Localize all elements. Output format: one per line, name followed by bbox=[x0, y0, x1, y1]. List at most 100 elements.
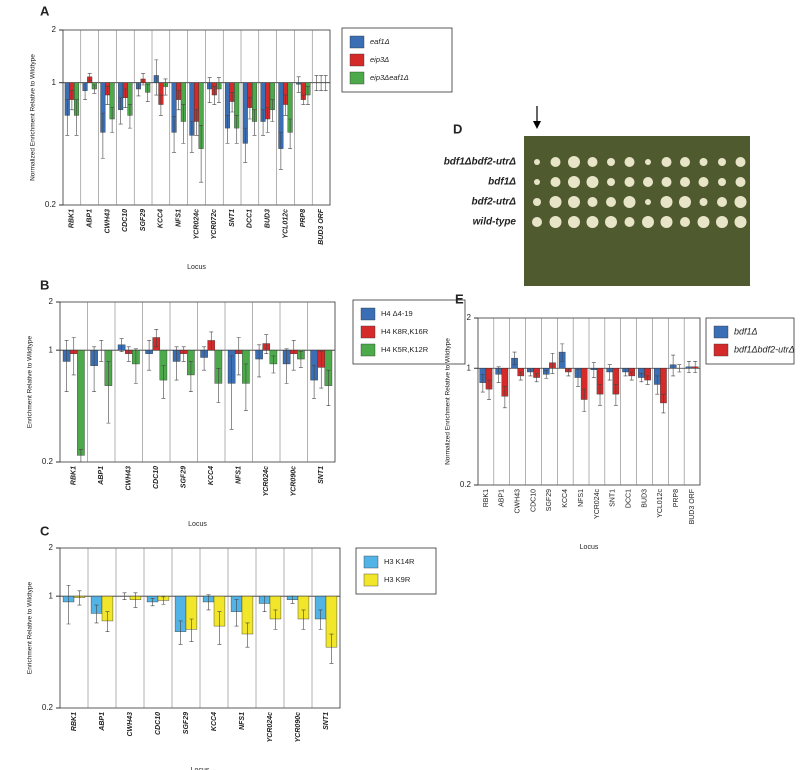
error-bar bbox=[639, 373, 644, 383]
x-tick-label: RBK1 bbox=[71, 712, 78, 731]
x-tick-label: DCC1 bbox=[625, 489, 632, 508]
x-tick-label: SNT1 bbox=[318, 466, 325, 484]
error-bar bbox=[78, 449, 83, 463]
error-bar bbox=[273, 609, 278, 630]
x-tick-label: CWH43 bbox=[514, 489, 521, 514]
error-bar bbox=[83, 82, 88, 100]
y-tick-label: 2 bbox=[49, 543, 54, 552]
error-bar bbox=[296, 76, 301, 93]
error-bar bbox=[110, 107, 115, 133]
x-tick-label: ABP1 bbox=[499, 489, 506, 507]
error-bar bbox=[575, 369, 580, 387]
legend-label: H3 K14R bbox=[384, 557, 415, 566]
error-bar bbox=[480, 374, 485, 393]
legend-label: eaf1Δ bbox=[370, 37, 390, 46]
y-tick-label: 0.2 bbox=[42, 457, 54, 466]
error-bar bbox=[613, 384, 618, 406]
error-bar bbox=[176, 90, 181, 111]
x-tick-label: YCR024c bbox=[594, 489, 601, 519]
colony-spot bbox=[549, 216, 562, 228]
x-tick-label: RBK1 bbox=[483, 489, 490, 507]
error-bar bbox=[262, 595, 267, 612]
error-bar bbox=[92, 346, 97, 393]
error-bar bbox=[154, 329, 159, 348]
x-tick-label: ABP1 bbox=[99, 712, 106, 732]
colony-spot bbox=[568, 156, 580, 168]
legend-box bbox=[705, 317, 795, 365]
error-bar bbox=[326, 369, 331, 406]
colony-spot bbox=[699, 158, 708, 166]
error-bar bbox=[312, 365, 317, 399]
error-bar bbox=[671, 354, 676, 377]
x-tick-label: YCR090c bbox=[295, 712, 302, 742]
error-bar bbox=[329, 633, 334, 664]
panel-label: B bbox=[40, 277, 49, 292]
x-tick-label: YCR024c bbox=[267, 712, 274, 742]
colony-spot bbox=[587, 157, 598, 167]
error-bar bbox=[278, 132, 283, 170]
error-bar bbox=[686, 361, 691, 374]
x-axis-label: Locus bbox=[191, 767, 210, 770]
error-bar bbox=[150, 597, 155, 607]
x-tick-label: CDC10 bbox=[122, 209, 129, 232]
error-bar bbox=[661, 393, 666, 414]
error-bar bbox=[127, 104, 132, 129]
colony-spot bbox=[680, 217, 690, 227]
error-bar bbox=[100, 112, 105, 159]
x-tick-label: RBK1 bbox=[71, 466, 78, 485]
error-bar bbox=[655, 375, 660, 395]
colony-spot bbox=[645, 199, 651, 205]
error-bar bbox=[229, 355, 234, 430]
error-bar bbox=[284, 348, 289, 384]
x-axis-label: Locus bbox=[580, 544, 599, 551]
row-label: bdf1Δ bbox=[488, 177, 516, 188]
error-bar bbox=[234, 115, 239, 144]
error-bar bbox=[188, 361, 193, 393]
x-tick-label: CDC10 bbox=[155, 712, 162, 735]
error-bar bbox=[99, 340, 104, 362]
colony-spot bbox=[643, 177, 653, 187]
error-bar bbox=[216, 368, 221, 403]
y-tick-label: 2 bbox=[52, 25, 57, 34]
colony-spot bbox=[716, 216, 728, 228]
x-tick-label: SNT1 bbox=[229, 209, 236, 227]
y-tick-label: 0.2 bbox=[460, 480, 472, 489]
colony-spot bbox=[697, 216, 710, 228]
colony-spot bbox=[645, 159, 651, 165]
error-bar bbox=[64, 340, 69, 393]
error-bar bbox=[319, 351, 324, 389]
error-bar bbox=[105, 86, 110, 105]
x-axis-label: Locus bbox=[188, 521, 207, 528]
error-bar bbox=[133, 348, 138, 384]
error-bar bbox=[534, 373, 539, 383]
colony-spot bbox=[679, 196, 691, 208]
legend-swatch bbox=[360, 343, 376, 357]
plate-image bbox=[524, 136, 750, 286]
error-bar bbox=[283, 94, 288, 116]
error-bar bbox=[147, 340, 152, 371]
y-axis-label: Enrichment Relative to Wildtype bbox=[27, 582, 34, 675]
error-bar bbox=[199, 125, 204, 183]
colony-spot bbox=[660, 196, 673, 208]
error-bar bbox=[566, 367, 571, 377]
error-bar bbox=[225, 115, 230, 144]
x-tick-label: PRP8 bbox=[300, 209, 307, 227]
colony-spot bbox=[698, 177, 709, 187]
error-bar bbox=[136, 82, 141, 97]
arrow-head bbox=[533, 121, 541, 129]
legend-swatch bbox=[363, 555, 379, 569]
y-tick-label: 1 bbox=[49, 591, 54, 600]
y-axis-label: Normalized Enrichment Relative to Wildty… bbox=[445, 338, 452, 465]
error-bar bbox=[119, 338, 124, 352]
error-bar bbox=[677, 364, 682, 373]
colony-spot bbox=[549, 196, 562, 208]
error-bar bbox=[133, 592, 138, 608]
legend-label: H3 K9R bbox=[384, 575, 411, 584]
plot-frame bbox=[62, 29, 331, 206]
error-bar bbox=[77, 590, 82, 606]
error-bar bbox=[247, 97, 252, 120]
x-tick-label: PRP8 bbox=[673, 489, 680, 507]
